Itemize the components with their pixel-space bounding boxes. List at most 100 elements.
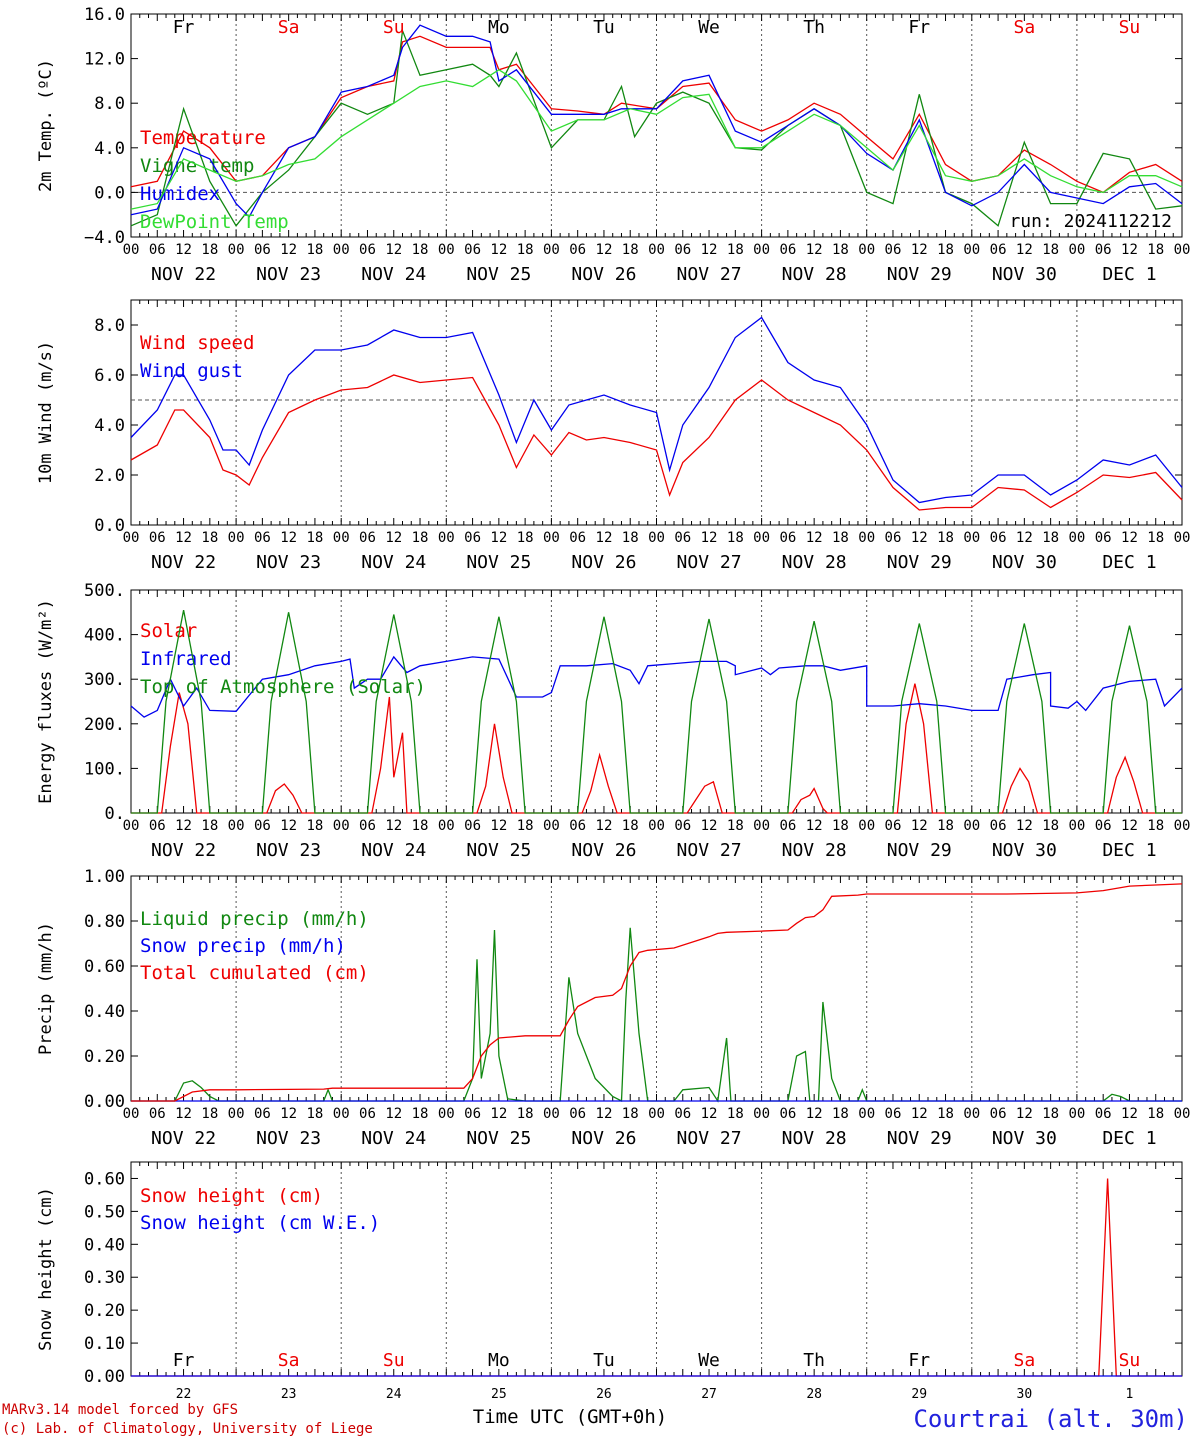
weekday-label: We bbox=[698, 1350, 720, 1371]
date-label: NOV 26 bbox=[571, 264, 636, 285]
hour-tick-label: 06 bbox=[464, 242, 481, 258]
hour-tick-label: 18 bbox=[832, 1106, 849, 1122]
date-label: NOV 27 bbox=[677, 552, 742, 573]
series-line-total-cumulated-cm bbox=[131, 883, 1183, 1102]
hour-tick-label: 18 bbox=[1042, 530, 1059, 546]
hour-tick-label: 18 bbox=[622, 242, 639, 258]
date-label: NOV 23 bbox=[256, 840, 321, 861]
hour-tick-label: 12 bbox=[175, 1106, 192, 1122]
weekday-label: Th bbox=[803, 17, 825, 38]
legend-entry: Total cumulated (cm) bbox=[140, 962, 369, 984]
date-label: NOV 27 bbox=[677, 264, 742, 285]
hour-tick-label: 00 bbox=[963, 1106, 980, 1122]
hour-tick-label: 00 bbox=[753, 818, 770, 834]
hour-tick-label: 06 bbox=[569, 818, 586, 834]
legend-entry: Snow precip (mm/h) bbox=[140, 935, 346, 957]
hour-tick-label: 00 bbox=[1068, 1106, 1085, 1122]
hour-tick-label: 06 bbox=[1095, 1106, 1112, 1122]
hour-tick-label: 00 bbox=[543, 818, 560, 834]
date-label: NOV 25 bbox=[466, 840, 531, 861]
hour-tick-label: 06 bbox=[674, 242, 691, 258]
date-label: NOV 22 bbox=[151, 840, 216, 861]
hour-tick-label: 06 bbox=[464, 818, 481, 834]
y-tick-label: 0.00 bbox=[84, 1092, 125, 1112]
hour-tick-label: 12 bbox=[1121, 242, 1138, 258]
weekday-label: Su bbox=[383, 17, 405, 38]
hour-tick-label: 06 bbox=[569, 242, 586, 258]
hour-tick-label: 18 bbox=[201, 1106, 218, 1122]
panel-snow: 0.60 0.50 0.40 0.30 0.20 0.10 0.00 Snow height … bbox=[36, 1161, 1183, 1402]
date-label: NOV 29 bbox=[887, 552, 952, 573]
date-label: NOV 22 bbox=[151, 1128, 216, 1149]
hour-tick-label: 12 bbox=[280, 530, 297, 546]
hour-tick-label: 00 bbox=[963, 818, 980, 834]
hour-tick-label: 12 bbox=[596, 530, 613, 546]
y-tick-label: 0.50 bbox=[84, 1202, 125, 1222]
hour-tick-label: 00 bbox=[858, 818, 875, 834]
hour-tick-label: 06 bbox=[1095, 530, 1112, 546]
y-axis-label: Precip (mm/h) bbox=[36, 922, 56, 1055]
date-label: NOV 23 bbox=[256, 552, 321, 573]
hour-tick-label: 12 bbox=[175, 530, 192, 546]
weekday-label: Mo bbox=[488, 17, 510, 38]
weekday-label: Tu bbox=[593, 17, 615, 38]
y-tick-label: 8.0 bbox=[94, 316, 125, 336]
legend-entry: Vigne temp bbox=[140, 155, 254, 177]
y-tick-label: 0.60 bbox=[84, 1169, 125, 1189]
hour-tick-label: 00 bbox=[753, 1106, 770, 1122]
y-tick-label: 0.60 bbox=[84, 957, 125, 977]
hour-tick-label: 12 bbox=[701, 818, 718, 834]
hour-tick-label: 18 bbox=[727, 1106, 744, 1122]
date-label: NOV 22 bbox=[151, 552, 216, 573]
series-line-infrared bbox=[130, 655, 1183, 718]
hour-tick-label: 06 bbox=[674, 530, 691, 546]
hour-tick-label: 18 bbox=[412, 242, 429, 258]
weekday-label: Fr bbox=[908, 1350, 930, 1371]
y-tick-label: 0. bbox=[105, 804, 125, 824]
hour-tick-label: 12 bbox=[596, 1106, 613, 1122]
hour-tick-label: 00 bbox=[648, 242, 665, 258]
date-label: NOV 30 bbox=[992, 840, 1057, 861]
hour-tick-label: 12 bbox=[1121, 818, 1138, 834]
hour-tick-label: 12 bbox=[1016, 1106, 1033, 1122]
weekday-label: Fr bbox=[173, 1350, 195, 1371]
hour-tick-label: 12 bbox=[385, 242, 402, 258]
date-label: NOV 28 bbox=[782, 1128, 847, 1149]
hour-tick-label: 12 bbox=[701, 1106, 718, 1122]
hour-tick-label: 18 bbox=[412, 818, 429, 834]
hour-tick-label: 12 bbox=[1016, 818, 1033, 834]
hour-tick-label: 12 bbox=[280, 242, 297, 258]
hour-tick-label: 06 bbox=[149, 818, 166, 834]
hour-tick-label: 12 bbox=[490, 530, 507, 546]
hour-tick-label: 12 bbox=[806, 1106, 823, 1122]
hour-tick-label: 06 bbox=[990, 818, 1007, 834]
series-line-top-of-atmosphere-solar bbox=[131, 609, 1182, 814]
legend-entry: Wind speed bbox=[140, 332, 254, 354]
hour-tick-label: 00 bbox=[438, 530, 455, 546]
run-label: run: 2024112212 bbox=[1009, 211, 1172, 232]
date-label: NOV 30 bbox=[992, 552, 1057, 573]
date-label: NOV 24 bbox=[361, 840, 426, 861]
date-label: NOV 22 bbox=[151, 264, 216, 285]
series-line-liquid-precip-mm-h bbox=[131, 927, 1182, 1103]
hour-tick-label: 12 bbox=[701, 530, 718, 546]
y-tick-label: 300. bbox=[84, 670, 125, 690]
hour-tick-label: 12 bbox=[1121, 530, 1138, 546]
hour-tick-label: 06 bbox=[149, 1106, 166, 1122]
date-label: NOV 26 bbox=[571, 840, 636, 861]
hour-tick-label: 00 bbox=[753, 242, 770, 258]
hour-tick-label: 00 bbox=[648, 818, 665, 834]
hour-tick-label: 00 bbox=[333, 1106, 350, 1122]
y-tick-label: 400. bbox=[84, 626, 125, 646]
date-label: DEC 1 bbox=[1102, 1128, 1156, 1149]
hour-tick-label: 06 bbox=[885, 530, 902, 546]
legend-entry: Snow height (cm W.E.) bbox=[140, 1212, 380, 1234]
day-number-label: 25 bbox=[491, 1387, 507, 1402]
date-label: NOV 29 bbox=[887, 264, 952, 285]
y-tick-label: 0.30 bbox=[84, 1268, 125, 1288]
date-label: NOV 29 bbox=[887, 1128, 952, 1149]
y-tick-label: 0.40 bbox=[84, 1002, 125, 1022]
hour-tick-label: 18 bbox=[306, 530, 323, 546]
date-label: DEC 1 bbox=[1102, 840, 1156, 861]
